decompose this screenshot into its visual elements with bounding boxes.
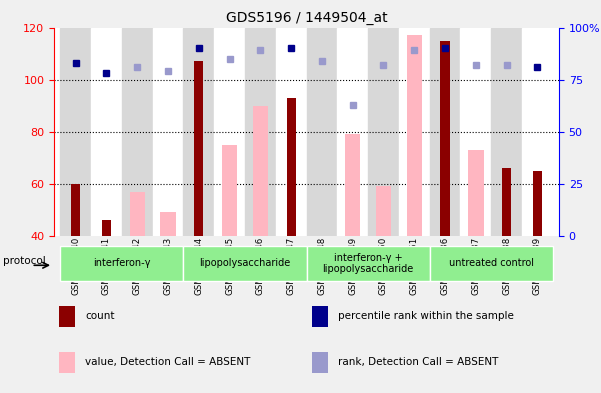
Bar [399, 28, 430, 236]
Bar [153, 28, 183, 236]
Bar [311, 306, 328, 327]
Bar [307, 28, 337, 236]
Bar [60, 28, 91, 236]
Text: count: count [85, 311, 115, 321]
Bar [287, 98, 296, 236]
Bar [460, 28, 491, 236]
Bar [406, 35, 422, 236]
Bar [245, 28, 276, 236]
Bar [311, 352, 328, 373]
Bar [441, 40, 450, 236]
Text: value, Detection Call = ABSENT: value, Detection Call = ABSENT [85, 357, 251, 367]
Text: rank, Detection Call = ABSENT: rank, Detection Call = ABSENT [338, 357, 498, 367]
Bar [59, 306, 75, 327]
Bar [194, 61, 203, 236]
Bar [532, 171, 542, 236]
Bar [368, 28, 399, 236]
Bar [71, 184, 81, 236]
Bar [468, 150, 484, 236]
Bar [91, 28, 122, 236]
Bar [345, 134, 361, 236]
Bar [430, 28, 460, 236]
Bar [214, 28, 245, 236]
Bar [252, 106, 268, 236]
Text: untreated control: untreated control [449, 258, 534, 268]
Bar [376, 186, 391, 236]
Bar [102, 220, 111, 236]
Bar [276, 28, 307, 236]
Bar [222, 145, 237, 236]
Bar [337, 28, 368, 236]
Bar [129, 191, 145, 236]
Bar [183, 28, 214, 236]
Text: interferon-γ +
lipopolysaccharide: interferon-γ + lipopolysaccharide [323, 253, 413, 274]
Bar [160, 212, 175, 236]
FancyBboxPatch shape [60, 246, 183, 281]
Text: interferon-γ: interferon-γ [93, 258, 151, 268]
Text: lipopolysaccharide: lipopolysaccharide [200, 258, 290, 268]
Bar [59, 352, 75, 373]
FancyBboxPatch shape [430, 246, 553, 281]
Bar [522, 28, 553, 236]
FancyBboxPatch shape [307, 246, 430, 281]
Bar [122, 28, 153, 236]
Text: protocol: protocol [2, 256, 46, 266]
FancyBboxPatch shape [183, 246, 307, 281]
Title: GDS5196 / 1449504_at: GDS5196 / 1449504_at [226, 11, 387, 25]
Bar [502, 168, 511, 236]
Text: percentile rank within the sample: percentile rank within the sample [338, 311, 514, 321]
Bar [491, 28, 522, 236]
